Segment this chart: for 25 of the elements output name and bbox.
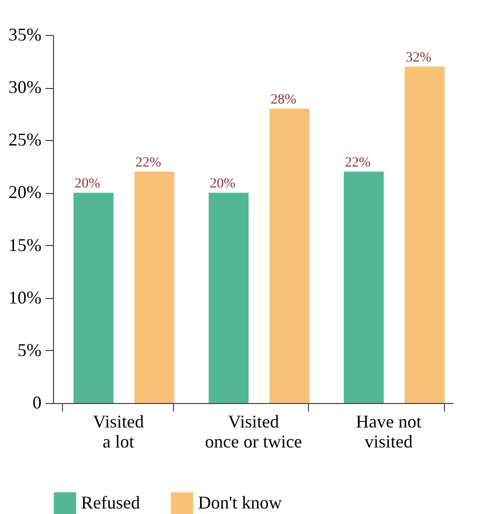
legend-label: Don't know xyxy=(198,492,282,512)
bar xyxy=(74,192,114,403)
data-label: 22% xyxy=(135,156,162,171)
bar xyxy=(208,192,249,403)
bar xyxy=(134,172,174,403)
y-tick-label: 35% xyxy=(8,24,42,44)
data-label: 32% xyxy=(406,50,432,66)
data-label: 20% xyxy=(210,176,236,192)
x-tick-label: Have not visited xyxy=(356,412,422,452)
data-label: 20% xyxy=(74,176,101,192)
y-tick-label: 25% xyxy=(8,130,42,150)
y-tick-label: 5% xyxy=(18,340,42,360)
data-label: 28% xyxy=(270,92,297,108)
legend-label: Refused xyxy=(81,492,140,512)
bar xyxy=(404,66,445,403)
bar xyxy=(270,108,310,403)
x-tick-label: Visited once or twice xyxy=(205,412,302,452)
x-tick-label: Visited a lot xyxy=(92,412,144,452)
bar xyxy=(344,172,384,403)
y-tick-label: 10% xyxy=(8,287,42,308)
y-tick-label: 20% xyxy=(8,182,42,202)
y-tick-label: 30% xyxy=(8,77,42,98)
data-label: 22% xyxy=(344,156,371,171)
y-tick-label: 0 xyxy=(32,392,42,412)
y-tick-label: 15% xyxy=(8,234,42,255)
